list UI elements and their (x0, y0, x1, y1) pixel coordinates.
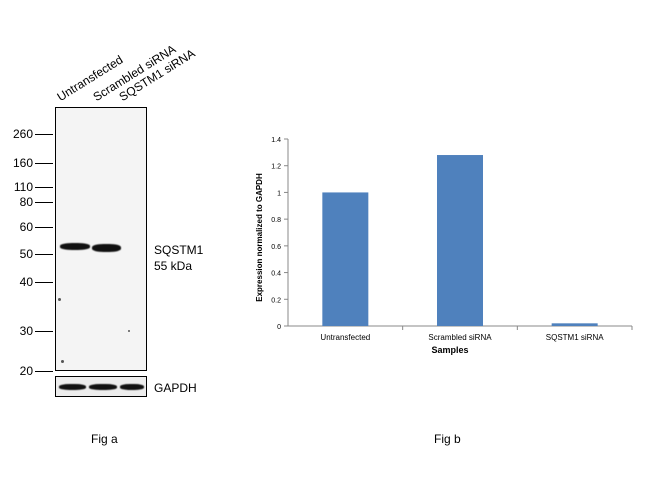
mw-marker-50: 50 (19, 247, 33, 261)
y-tick-label: 0.6 (271, 244, 281, 251)
gapdh-band-scrambled (89, 384, 117, 390)
y-tick-label: 0 (277, 324, 281, 331)
mw-tick (35, 134, 53, 135)
target-label: SQSTM1 (154, 243, 204, 257)
mw-tick (35, 202, 53, 203)
mw-tick (35, 282, 53, 283)
x-tick-label: Untransfected (320, 333, 370, 342)
mw-tick (35, 254, 53, 255)
mw-tick (35, 163, 53, 164)
blot-panel-gapdh (55, 376, 147, 397)
y-tick-label: 1 (277, 190, 281, 197)
loading-control-label: GAPDH (154, 381, 197, 395)
blot-speck (58, 298, 61, 301)
mw-marker-40: 40 (19, 275, 33, 289)
gapdh-band-untransfected (59, 384, 86, 390)
fig-a-caption: Fig a (91, 432, 118, 446)
mw-marker-260: 260 (12, 127, 33, 141)
mw-marker-20: 20 (19, 364, 33, 378)
mw-marker-80: 80 (19, 195, 33, 209)
x-tick-label: SQSTM1 siRNA (546, 333, 604, 342)
mw-marker-160: 160 (12, 156, 33, 170)
y-tick-label: 0.2 (271, 297, 281, 304)
x-tick-label: Scrambled siRNA (428, 333, 492, 342)
gapdh-band-sqstm1-sirna (120, 384, 144, 390)
y-tick-label: 1.2 (271, 164, 281, 171)
target-size-label: 55 kDa (154, 259, 193, 273)
x-axis-title: Samples (431, 345, 468, 355)
y-tick-label: 0.4 (271, 271, 281, 278)
fig-b-caption: Fig b (434, 432, 461, 446)
blot-panel-sqstm1 (55, 107, 147, 371)
blot-speck (61, 360, 64, 363)
band-untransfected (60, 243, 90, 250)
band-scrambled (92, 244, 121, 252)
mw-tick (35, 371, 53, 372)
y-axis-title: Expression normalized to GAPDH (255, 173, 264, 302)
mw-tick (35, 187, 53, 188)
y-tick-label: 0.8 (271, 217, 281, 224)
mw-marker-30: 30 (19, 324, 33, 338)
bar-scrambled-sirna (437, 155, 483, 326)
mw-marker-110: 110 (13, 180, 33, 194)
y-tick-label: 1.4 (271, 137, 281, 144)
mw-tick (35, 227, 53, 228)
bar-sqstm1-sirna (551, 323, 598, 326)
blot-speck (128, 330, 130, 332)
mw-marker-60: 60 (19, 220, 33, 234)
bar-untransfected (322, 192, 369, 326)
mw-tick (35, 331, 53, 332)
